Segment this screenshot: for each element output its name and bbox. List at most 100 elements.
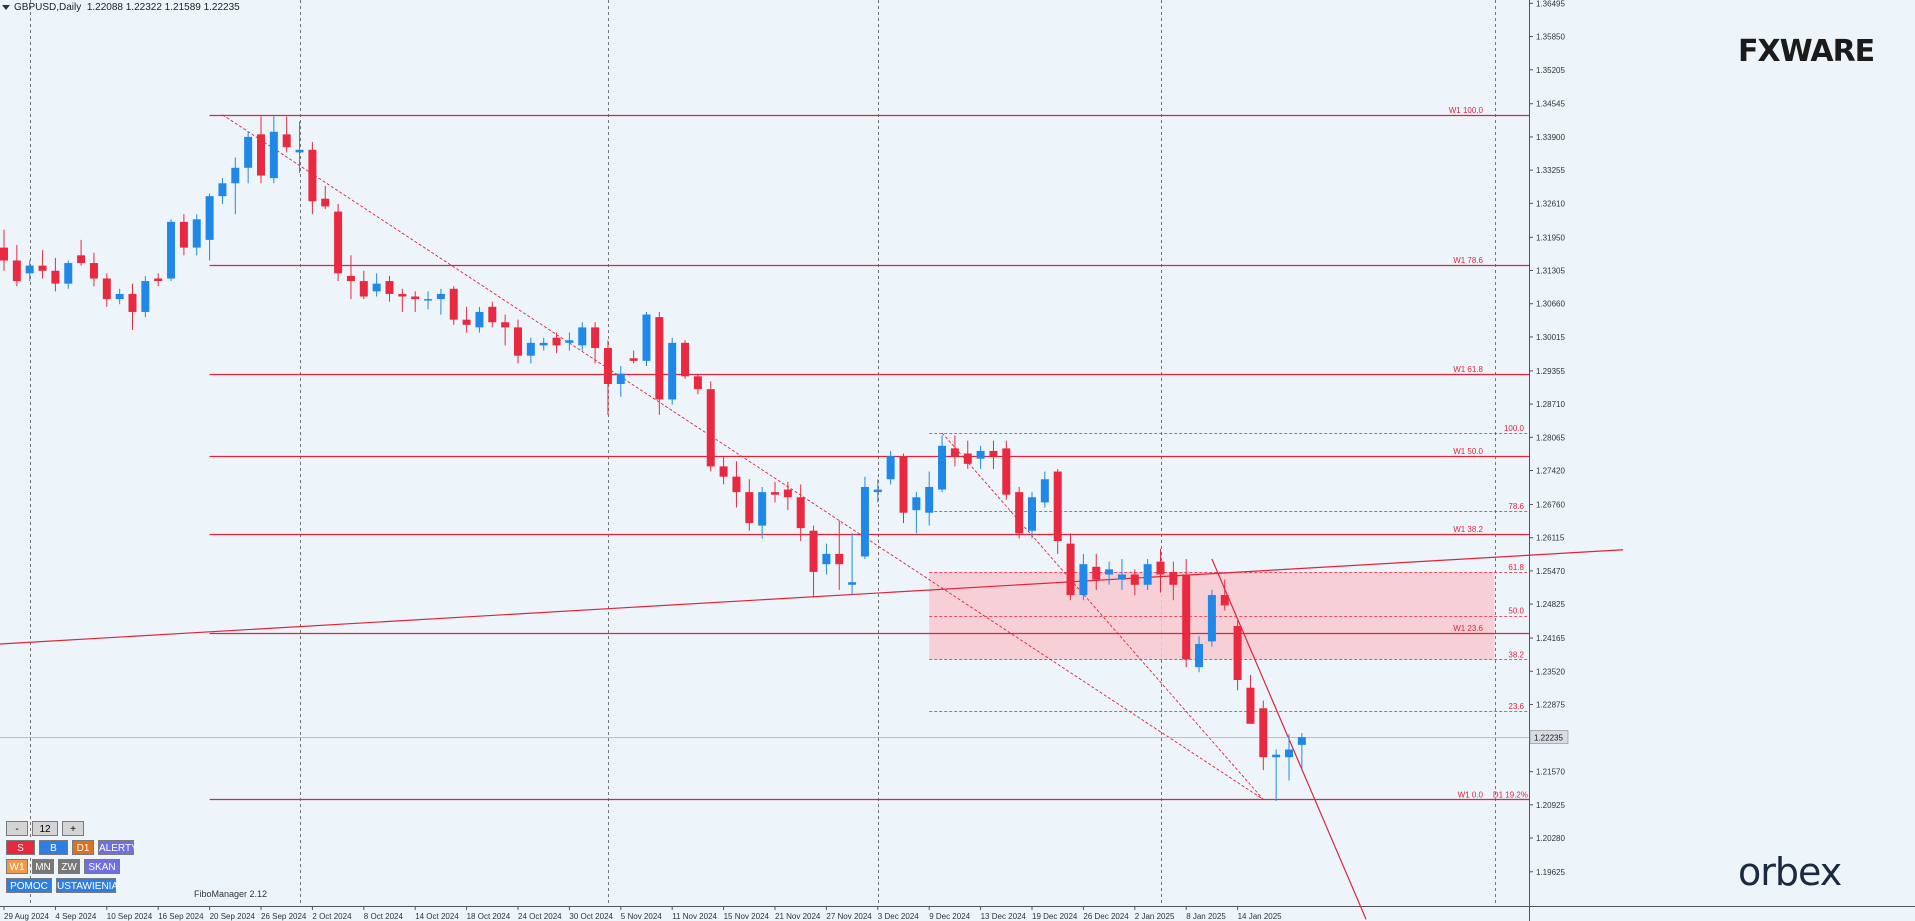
candle-body bbox=[1156, 561, 1165, 575]
candle bbox=[231, 157, 240, 215]
time-tick-label: 13 Dec 2024 bbox=[981, 912, 1027, 921]
candle-body bbox=[591, 327, 600, 348]
decrease-button[interactable]: - bbox=[6, 821, 28, 836]
candle bbox=[321, 185, 330, 209]
candle bbox=[179, 214, 188, 256]
candle-body bbox=[1079, 564, 1088, 596]
mn-button[interactable]: MN bbox=[32, 859, 54, 874]
increase-button[interactable]: + bbox=[62, 821, 84, 836]
candle bbox=[526, 337, 535, 364]
help-button[interactable]: POMOC bbox=[6, 878, 52, 893]
candle-body bbox=[1272, 754, 1281, 758]
w1-level-label: W1 50.0 bbox=[1453, 447, 1483, 456]
candle-body bbox=[732, 476, 741, 493]
candle bbox=[976, 445, 985, 469]
time-tick-label: 4 Sep 2024 bbox=[55, 912, 96, 921]
price-tick-label: 1.21570 bbox=[1536, 768, 1565, 777]
candle bbox=[1066, 533, 1075, 601]
time-tick-label: 26 Dec 2024 bbox=[1083, 912, 1129, 921]
candle bbox=[167, 219, 176, 282]
alerts-button[interactable]: ALERTY bbox=[98, 840, 138, 855]
candle-body bbox=[1259, 708, 1268, 758]
candle bbox=[128, 283, 137, 330]
candle-body bbox=[976, 450, 985, 459]
candle-body bbox=[1182, 574, 1191, 660]
candle bbox=[257, 116, 265, 184]
count-field[interactable]: 12 bbox=[32, 821, 58, 836]
candle-body bbox=[835, 553, 844, 565]
candle bbox=[411, 291, 420, 312]
candle-body bbox=[269, 131, 278, 179]
settings-button[interactable]: USTAWIENIA bbox=[56, 878, 118, 893]
scan-button[interactable]: SKAN bbox=[84, 859, 120, 874]
candle bbox=[848, 533, 857, 596]
price-tick-label: 1.26760 bbox=[1536, 500, 1565, 509]
candle bbox=[989, 440, 998, 469]
candle bbox=[12, 245, 21, 287]
candle bbox=[334, 203, 343, 282]
candle-body bbox=[244, 136, 253, 168]
candle-body bbox=[681, 342, 690, 377]
time-tick-label: 18 Oct 2024 bbox=[467, 912, 511, 921]
candle-body bbox=[616, 373, 625, 385]
price-tick-label: 1.28710 bbox=[1536, 400, 1565, 409]
plot-area bbox=[0, 0, 1529, 906]
candle bbox=[552, 332, 561, 354]
candle-body bbox=[873, 489, 882, 493]
candle bbox=[436, 288, 445, 315]
w1-button[interactable]: W1 bbox=[6, 859, 28, 874]
candle-body bbox=[963, 453, 972, 464]
candle-body bbox=[1015, 492, 1024, 534]
candle bbox=[1169, 561, 1178, 601]
candle bbox=[578, 322, 587, 351]
price-tick-label: 1.20925 bbox=[1536, 801, 1565, 810]
candle-body bbox=[1117, 574, 1126, 580]
d1-button[interactable]: D1 bbox=[72, 840, 94, 855]
buy-button[interactable]: B bbox=[39, 840, 68, 855]
time-tick-label: 3 Dec 2024 bbox=[878, 912, 919, 921]
candle bbox=[424, 291, 433, 310]
candle bbox=[655, 311, 664, 415]
candle bbox=[1143, 559, 1152, 590]
candle bbox=[758, 486, 767, 539]
candle-body bbox=[1130, 574, 1139, 585]
time-tick-label: 8 Oct 2024 bbox=[364, 912, 404, 921]
candle bbox=[771, 481, 779, 503]
d1-level-label: 61.8 bbox=[1508, 563, 1524, 572]
candle bbox=[89, 252, 98, 287]
candle bbox=[899, 453, 908, 524]
candle bbox=[809, 525, 818, 598]
candle-body bbox=[1220, 595, 1229, 606]
fxware-logo: FXWARE bbox=[1738, 34, 1875, 69]
candle-body bbox=[899, 456, 908, 513]
candle bbox=[1220, 579, 1229, 611]
candle bbox=[462, 306, 471, 333]
candle-body bbox=[925, 486, 934, 513]
candle bbox=[449, 286, 458, 325]
candle bbox=[1053, 468, 1062, 554]
zw-button[interactable]: ZW bbox=[58, 859, 80, 874]
candle bbox=[115, 288, 124, 305]
candle-body bbox=[1207, 595, 1216, 642]
candle bbox=[51, 257, 60, 292]
candle-body bbox=[693, 376, 702, 390]
price-tick-label: 1.31305 bbox=[1536, 267, 1565, 276]
candle-body bbox=[115, 293, 124, 300]
sell-button[interactable]: S bbox=[6, 840, 35, 855]
candle-body bbox=[539, 342, 548, 346]
candle-body bbox=[38, 265, 47, 271]
w1-level-label: W1 0.0 bbox=[1458, 790, 1484, 799]
candle bbox=[1015, 486, 1024, 539]
price-tick-label: 1.19625 bbox=[1536, 868, 1565, 877]
candle bbox=[1246, 674, 1255, 724]
candle bbox=[501, 314, 510, 346]
fibo-manager-panel: - 12 + S B D1 ALERTY W1 MN ZW SKAN POMOC… bbox=[6, 821, 138, 897]
candle bbox=[822, 543, 831, 575]
dropdown-triangle-icon[interactable] bbox=[2, 4, 10, 10]
candle bbox=[1195, 636, 1204, 673]
time-tick-label: 29 Aug 2024 bbox=[4, 912, 49, 921]
candle-body bbox=[0, 247, 8, 261]
candle bbox=[963, 440, 972, 469]
candle bbox=[38, 250, 47, 279]
